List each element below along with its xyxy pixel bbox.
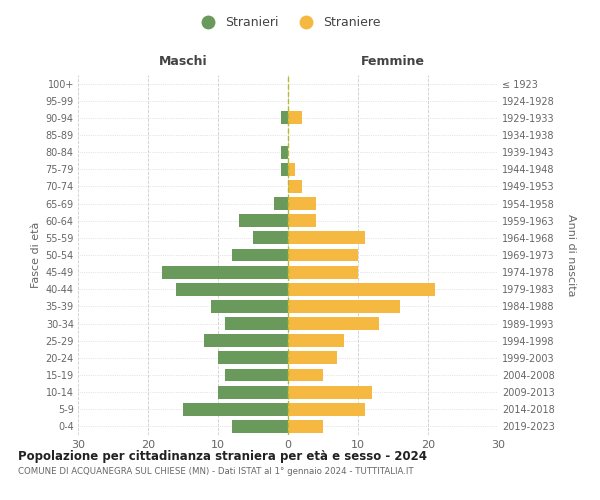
Bar (204, 334, 288, 347)
Bar (232, 248, 288, 262)
Bar (288, 214, 316, 227)
Bar (281, 112, 288, 124)
Bar (281, 163, 288, 175)
Bar (288, 232, 365, 244)
Bar (288, 352, 337, 364)
Bar (253, 232, 288, 244)
Bar (288, 386, 372, 398)
Bar (288, 112, 302, 124)
Bar (225, 368, 288, 382)
Bar (288, 420, 323, 433)
Bar (288, 283, 435, 296)
Bar (218, 352, 288, 364)
Bar (176, 283, 288, 296)
Bar (288, 317, 379, 330)
Bar (274, 197, 288, 210)
Bar (281, 146, 288, 158)
Bar (218, 386, 288, 398)
Text: COMUNE DI ACQUANEGRA SUL CHIESE (MN) - Dati ISTAT al 1° gennaio 2024 - TUTTITALI: COMUNE DI ACQUANEGRA SUL CHIESE (MN) - D… (18, 468, 413, 476)
Bar (288, 180, 302, 193)
Text: Popolazione per cittadinanza straniera per età e sesso - 2024: Popolazione per cittadinanza straniera p… (18, 450, 427, 463)
Bar (239, 214, 288, 227)
Bar (288, 368, 323, 382)
Bar (288, 300, 400, 313)
Bar (288, 163, 295, 175)
Bar (232, 420, 288, 433)
Text: Femmine: Femmine (361, 55, 425, 68)
Bar (288, 403, 365, 415)
Y-axis label: Anni di nascita: Anni di nascita (566, 214, 576, 296)
Y-axis label: Fasce di età: Fasce di età (31, 222, 41, 288)
Bar (288, 266, 358, 278)
Legend: Stranieri, Straniere: Stranieri, Straniere (190, 11, 386, 34)
Bar (288, 334, 344, 347)
Bar (211, 300, 288, 313)
Text: Maschi: Maschi (158, 55, 208, 68)
Bar (288, 197, 316, 210)
Bar (183, 403, 288, 415)
Bar (225, 317, 288, 330)
Bar (288, 248, 358, 262)
Bar (162, 266, 288, 278)
